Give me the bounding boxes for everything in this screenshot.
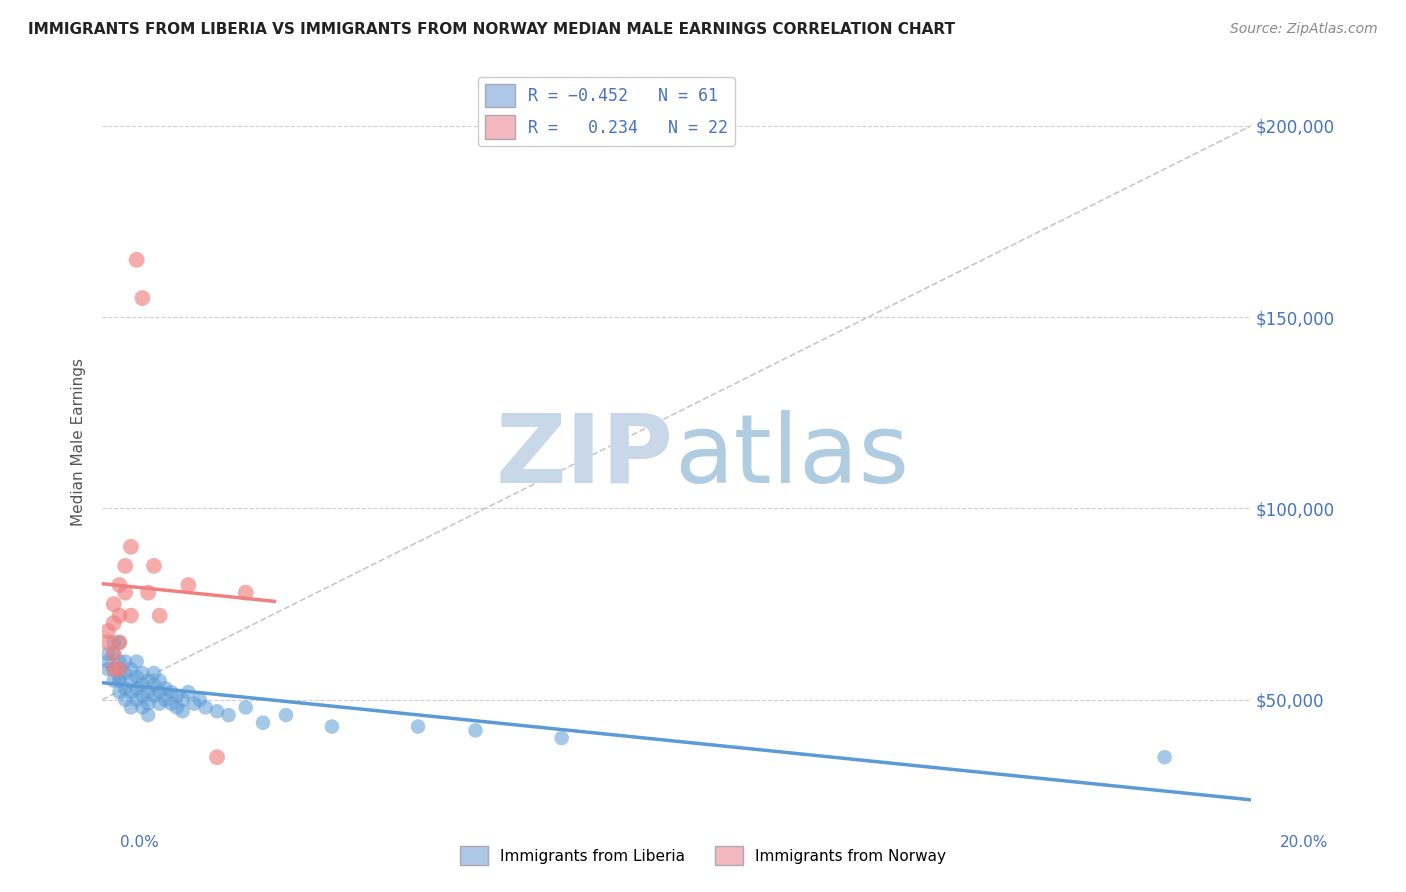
Point: [218, 708, 240, 723]
Point: [235, 585, 257, 599]
Point: [149, 673, 172, 688]
Point: [166, 689, 188, 703]
Point: [149, 608, 172, 623]
Point: [114, 558, 136, 573]
Point: [125, 681, 148, 696]
Text: 20.0%: 20.0%: [1281, 836, 1329, 850]
Point: [142, 558, 165, 573]
Point: [108, 655, 131, 669]
Point: [136, 585, 159, 599]
Point: [183, 697, 205, 711]
Point: [103, 597, 125, 611]
Point: [155, 693, 177, 707]
Point: [125, 670, 148, 684]
Point: [177, 685, 200, 699]
Point: [108, 670, 131, 684]
Point: [464, 723, 486, 738]
Text: Source: ZipAtlas.com: Source: ZipAtlas.com: [1230, 22, 1378, 37]
Point: [131, 291, 153, 305]
Point: [114, 693, 136, 707]
Point: [103, 662, 125, 676]
Point: [103, 673, 125, 688]
Point: [235, 700, 257, 714]
Point: [142, 665, 165, 680]
Point: [108, 635, 131, 649]
Point: [274, 708, 297, 723]
Point: [120, 540, 142, 554]
Point: [321, 720, 343, 734]
Point: [172, 704, 194, 718]
Point: [103, 647, 125, 661]
Legend: Immigrants from Liberia, Immigrants from Norway: Immigrants from Liberia, Immigrants from…: [454, 840, 952, 871]
Point: [114, 655, 136, 669]
Point: [108, 662, 131, 676]
Point: [125, 693, 148, 707]
Point: [108, 685, 131, 699]
Point: [252, 715, 274, 730]
Point: [114, 585, 136, 599]
Point: [205, 704, 228, 718]
Point: [142, 689, 165, 703]
Point: [131, 700, 153, 714]
Point: [155, 681, 177, 696]
Point: [103, 647, 125, 661]
Point: [142, 677, 165, 691]
Point: [108, 608, 131, 623]
Point: [120, 685, 142, 699]
Point: [131, 665, 153, 680]
Point: [177, 578, 200, 592]
Point: [136, 673, 159, 688]
Point: [188, 693, 211, 707]
Text: IMMIGRANTS FROM LIBERIA VS IMMIGRANTS FROM NORWAY MEDIAN MALE EARNINGS CORRELATI: IMMIGRANTS FROM LIBERIA VS IMMIGRANTS FR…: [28, 22, 955, 37]
Point: [149, 685, 172, 699]
Point: [108, 635, 131, 649]
Point: [205, 750, 228, 764]
Point: [136, 697, 159, 711]
Y-axis label: Median Male Earnings: Median Male Earnings: [72, 358, 86, 525]
Point: [103, 662, 125, 676]
Text: ZIP: ZIP: [496, 410, 673, 503]
Point: [149, 697, 172, 711]
Point: [125, 655, 148, 669]
Point: [406, 720, 429, 734]
Point: [120, 662, 142, 676]
Point: [108, 578, 131, 592]
Text: atlas: atlas: [673, 410, 908, 503]
Point: [97, 624, 120, 638]
Point: [136, 685, 159, 699]
Point: [131, 689, 153, 703]
Point: [1153, 750, 1175, 764]
Point: [97, 662, 120, 676]
Point: [194, 700, 217, 714]
Point: [103, 616, 125, 631]
Point: [160, 685, 183, 699]
Point: [97, 635, 120, 649]
Point: [120, 608, 142, 623]
Point: [114, 681, 136, 696]
Point: [172, 693, 194, 707]
Point: [114, 665, 136, 680]
Point: [125, 252, 148, 267]
Point: [108, 673, 131, 688]
Point: [550, 731, 572, 745]
Point: [136, 708, 159, 723]
Point: [131, 677, 153, 691]
Point: [108, 662, 131, 676]
Point: [160, 697, 183, 711]
Point: [120, 700, 142, 714]
Point: [120, 673, 142, 688]
Point: [97, 655, 120, 669]
Legend: R = −0.452   N = 61, R =   0.234   N = 22: R = −0.452 N = 61, R = 0.234 N = 22: [478, 77, 735, 145]
Point: [103, 635, 125, 649]
Point: [97, 647, 120, 661]
Text: 0.0%: 0.0%: [120, 836, 159, 850]
Point: [166, 700, 188, 714]
